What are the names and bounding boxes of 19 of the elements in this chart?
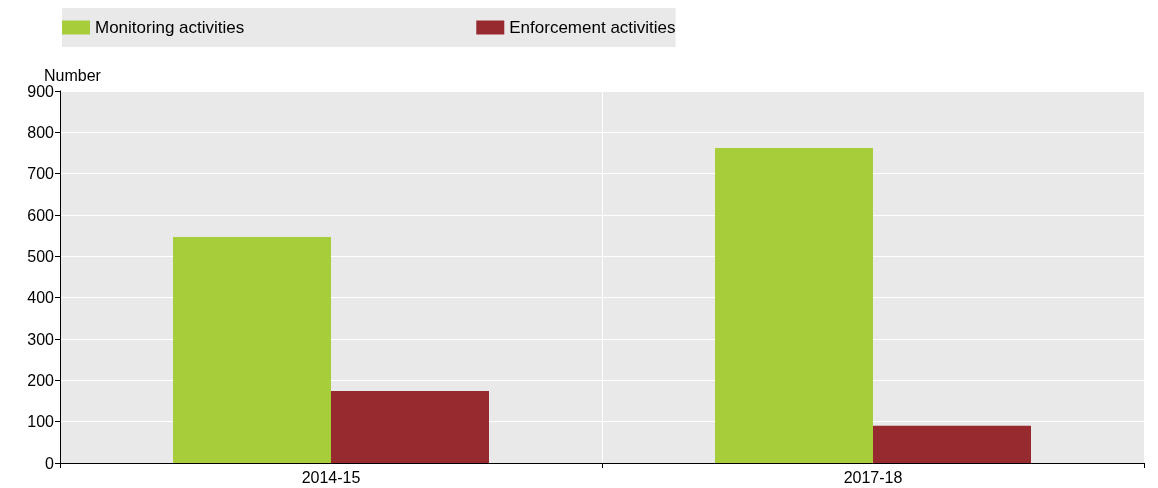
x-tick-label: 2017-18 xyxy=(843,468,903,486)
y-tick-label: 0 xyxy=(45,454,55,472)
legend-label: Enforcement activities xyxy=(509,18,676,37)
bar xyxy=(331,391,489,463)
bar xyxy=(715,148,873,463)
bar xyxy=(173,236,331,463)
y-tick-label: 200 xyxy=(27,371,55,389)
y-axis-title: Number xyxy=(44,66,102,84)
bar xyxy=(873,425,1031,463)
y-tick-label: 800 xyxy=(27,123,55,141)
y-tick-label: 700 xyxy=(27,165,55,183)
x-tick-label: 2014-15 xyxy=(301,468,361,486)
legend-label: Monitoring activities xyxy=(95,18,245,37)
y-tick-label: 100 xyxy=(27,413,55,431)
y-tick-label: 400 xyxy=(27,289,55,307)
y-tick-label: 600 xyxy=(27,206,55,224)
y-tick-label: 900 xyxy=(27,82,55,100)
y-tick-label: 500 xyxy=(27,247,55,265)
y-tick-label: 300 xyxy=(27,330,55,348)
